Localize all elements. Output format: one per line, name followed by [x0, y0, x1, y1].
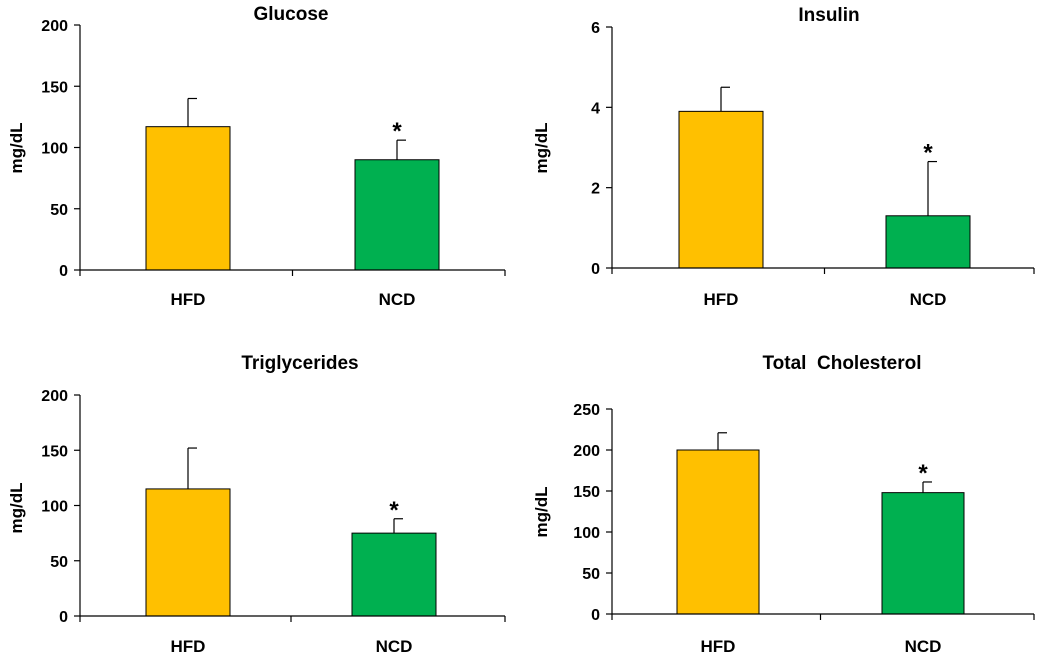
y-tick-label: 0 — [591, 261, 600, 278]
y-tick-label: 150 — [41, 443, 68, 460]
chart-title: Insulin — [798, 5, 859, 26]
y-tick-label: 100 — [41, 141, 68, 158]
y-tick-label: 50 — [50, 554, 68, 571]
error-bar-ncd — [396, 139, 406, 160]
y-axis-label: mg/dL — [532, 487, 551, 538]
y-tick-label: 200 — [41, 388, 68, 405]
bar-ncd — [354, 159, 440, 271]
error-bar-ncd — [393, 518, 403, 534]
y-tick-label: 6 — [591, 20, 600, 37]
chart-panel-4: Total Cholesterol mg/dL HFD * NCD 0 50 100 150 20… — [532, 353, 1035, 656]
bar-hfd — [678, 110, 764, 269]
y-axis-label: mg/dL — [532, 123, 551, 174]
chart-title: Total Cholesterol — [762, 353, 921, 374]
error-bar-ncd — [922, 481, 932, 493]
y-tick-label: 2 — [591, 181, 600, 198]
bar-hfd — [676, 449, 760, 615]
y-axis-label: mg/dL — [7, 483, 26, 534]
x-tick-label: NCD — [379, 290, 416, 309]
x-tick-label: NCD — [905, 637, 942, 656]
y-tick-label: 100 — [573, 525, 600, 542]
y-tick-label: 100 — [41, 499, 68, 516]
x-tick-label: NCD — [910, 290, 947, 309]
y-tick-label: 4 — [591, 100, 600, 117]
bar-hfd — [145, 488, 231, 617]
x-tick-label: HFD — [704, 290, 739, 309]
error-bar-hfd — [187, 447, 197, 489]
bar-ncd — [881, 492, 965, 615]
error-bar-hfd — [720, 86, 730, 112]
x-tick-label: NCD — [376, 637, 413, 656]
bar-ncd — [885, 215, 971, 269]
y-tick-label: 250 — [573, 402, 600, 419]
error-bar-hfd — [717, 432, 727, 450]
y-tick-label: 0 — [59, 609, 68, 626]
y-tick-label: 50 — [582, 566, 600, 583]
significance-marker: * — [389, 497, 399, 524]
y-tick-label: 0 — [59, 263, 68, 280]
chart-panel-1: Glucose mg/dL HFD * NCD 0 50 100 150 200 — [7, 4, 506, 309]
bar-hfd — [145, 126, 231, 271]
y-tick-label: 200 — [573, 443, 600, 460]
error-bar-ncd — [927, 160, 937, 216]
x-tick-label: HFD — [171, 290, 206, 309]
bar-ncd — [351, 532, 437, 617]
chart-title: Glucose — [254, 4, 329, 25]
significance-marker: * — [392, 118, 402, 145]
chart-panel-2: Insulin mg/dL HFD * NCD 0 2 4 6 — [532, 5, 1035, 309]
significance-marker: * — [918, 460, 928, 487]
y-axis-label: mg/dL — [7, 123, 26, 174]
y-tick-label: 0 — [591, 607, 600, 624]
x-tick-label: HFD — [171, 637, 206, 656]
chart-title: Triglycerides — [241, 353, 358, 374]
y-tick-label: 50 — [50, 202, 68, 219]
y-tick-label: 150 — [41, 79, 68, 96]
chart-panel-3: Triglycerides mg/dL HFD * NCD 0 50 100 150 200 — [7, 353, 506, 656]
x-tick-label: HFD — [701, 637, 736, 656]
significance-marker: * — [923, 140, 933, 167]
y-tick-label: 200 — [41, 18, 68, 35]
y-tick-label: 150 — [573, 484, 600, 501]
error-bar-hfd — [187, 97, 197, 127]
